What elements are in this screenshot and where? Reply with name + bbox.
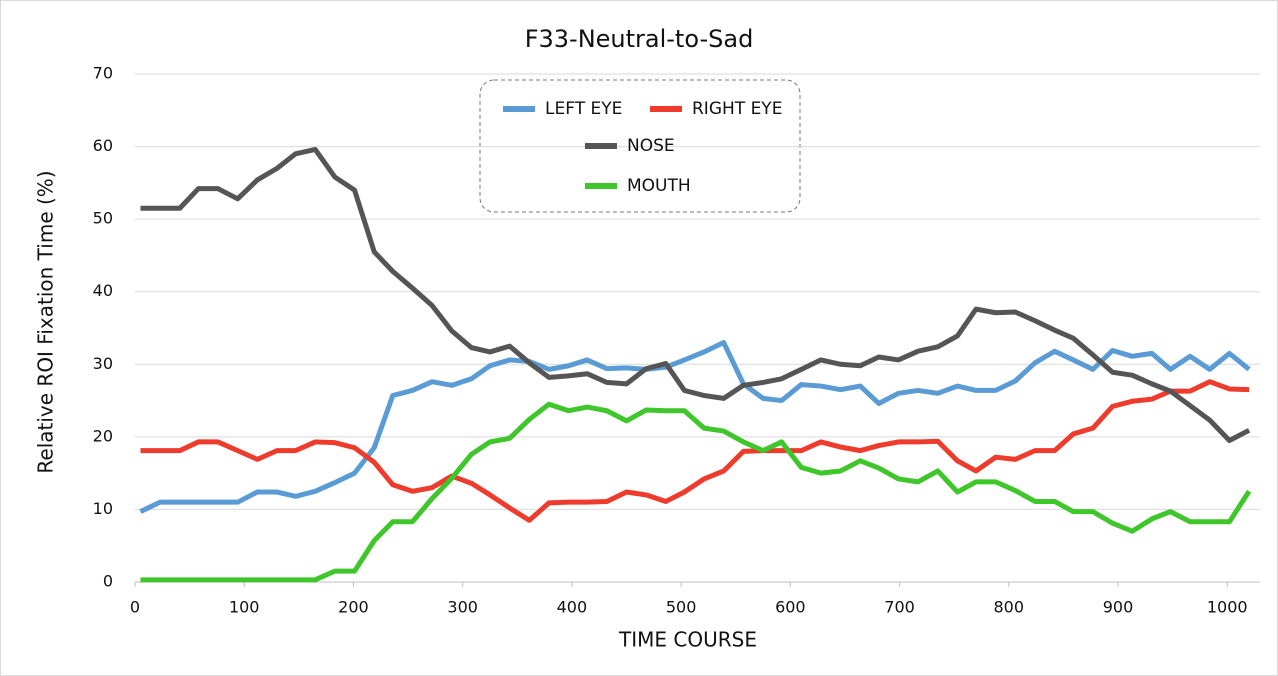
x-tick-label: 1000 [1207, 598, 1248, 617]
legend-box [479, 79, 801, 213]
x-axis-label: TIME COURSE [618, 628, 757, 652]
legend-label: LEFT EYE [545, 99, 622, 119]
x-tick-label: 500 [666, 598, 697, 617]
line-series [140, 401, 1252, 583]
y-tick-label: 10 [93, 499, 113, 518]
x-tick-label: 100 [229, 598, 260, 617]
x-tick-label: 0 [130, 598, 140, 617]
y-tick-label: 30 [93, 354, 113, 373]
x-tick-label: 300 [447, 598, 478, 617]
x-tick-label: 900 [1103, 598, 1134, 617]
y-tick-label: 20 [93, 426, 113, 445]
x-tick-label: 800 [994, 598, 1025, 617]
y-tick-label: 70 [93, 64, 113, 83]
legend-label: MOUTH [627, 176, 691, 196]
x-tick-label: 600 [775, 598, 806, 617]
line-series [140, 146, 1251, 443]
y-tick-label: 0 [103, 572, 113, 591]
x-tick-label: 700 [884, 598, 915, 617]
y-axis-label: Relative ROI Fixation Time (%) [34, 170, 58, 473]
x-tick-label: 400 [557, 598, 588, 617]
chart-title: F33-Neutral-to-Sad [525, 25, 754, 53]
y-tick-label: 40 [93, 281, 113, 300]
y-tick-label: 60 [93, 136, 113, 155]
legend-label: NOSE [627, 136, 675, 156]
y-tick-label: 50 [93, 209, 113, 228]
legend-label: RIGHT EYE [692, 99, 782, 119]
line-series [139, 340, 1251, 514]
line-series [140, 379, 1250, 523]
x-tick-label: 200 [338, 598, 369, 617]
